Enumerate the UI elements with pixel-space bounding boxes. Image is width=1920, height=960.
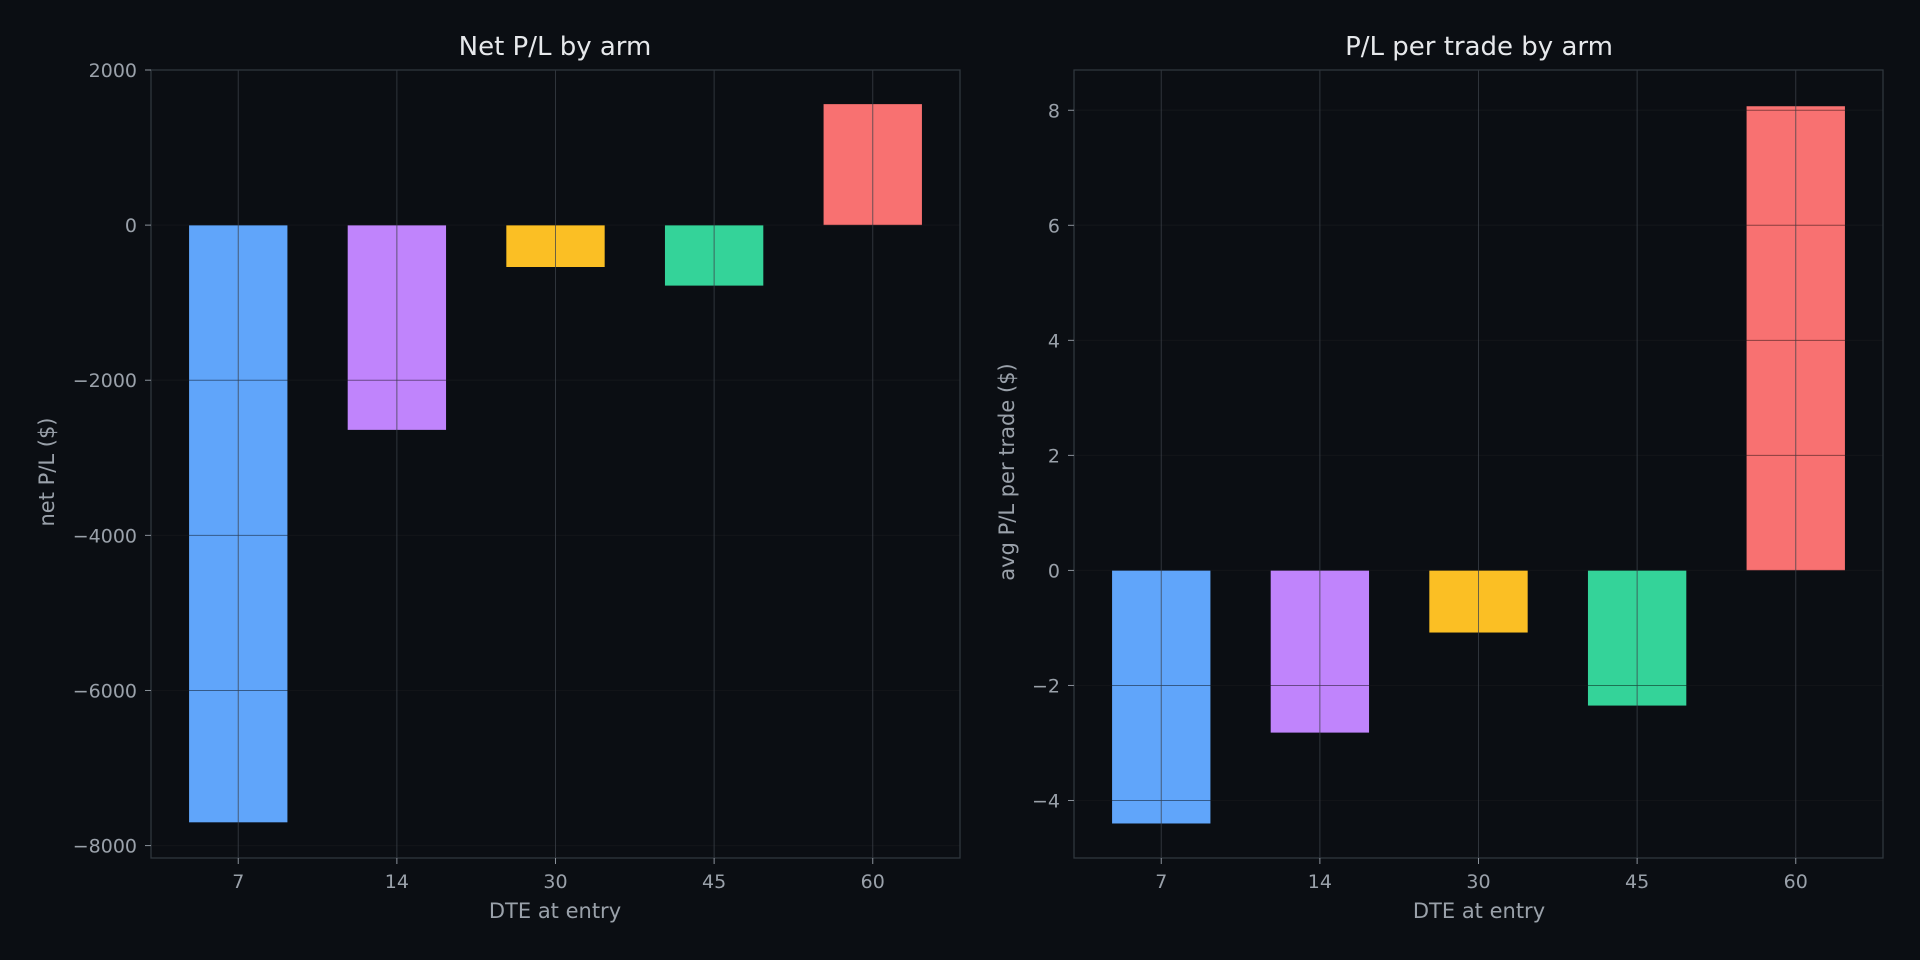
pl-per-trade-x-tick-label: 45 [1625,871,1649,893]
net-pl-x-tick-label: 14 [385,871,409,893]
pl-per-trade-chart-title: P/L per trade by arm [1345,32,1613,62]
net-pl-y-tick-label: −4000 [73,525,137,547]
pl-per-trade-x-tick-label: 14 [1308,871,1332,893]
pl-per-trade-y-tick-label: 6 [1048,215,1060,237]
pl-per-trade-y-tick-label: 8 [1048,100,1060,122]
pl-per-trade-chart: P/L per trade by arm DTE at entry avg P/… [995,32,1884,923]
net-pl-chart: Net P/L by arm DTE at entry net P/L ($) … [35,32,961,923]
net-pl-x-tick-label: 60 [861,871,885,893]
net-pl-y-axis-label: net P/L ($) [35,418,59,527]
pl-per-trade-y-tick-label: −2 [1032,675,1060,697]
pl-per-trade-x-tick-label: 60 [1784,871,1808,893]
net-pl-y-tick-label: −6000 [73,680,137,702]
net-pl-x-tick-label: 45 [702,871,726,893]
net-pl-y-tick-label: 0 [125,215,137,237]
pl-per-trade-y-axis-label: avg P/L per trade ($) [995,363,1019,580]
pl-per-trade-y-tick-label: 4 [1048,330,1060,352]
net-pl-x-tick-label: 7 [232,871,244,893]
net-pl-x-axis-label: DTE at entry [489,899,621,923]
pl-per-trade-x-tick-label: 30 [1466,871,1490,893]
pl-per-trade-y-tick-label: −4 [1032,790,1060,812]
net-pl-y-tick-label: −2000 [73,370,137,392]
net-pl-y-tick-label: −8000 [73,836,137,858]
net-pl-chart-title: Net P/L by arm [459,32,652,62]
pl-per-trade-y-tick-label: 0 [1048,560,1060,582]
net-pl-y-tick-label: 2000 [89,60,137,82]
pl-per-trade-x-tick-label: 7 [1155,871,1167,893]
pl-per-trade-y-tick-label: 2 [1048,445,1060,467]
pl-per-trade-x-axis-label: DTE at entry [1413,899,1545,923]
net-pl-x-tick-label: 30 [543,871,567,893]
